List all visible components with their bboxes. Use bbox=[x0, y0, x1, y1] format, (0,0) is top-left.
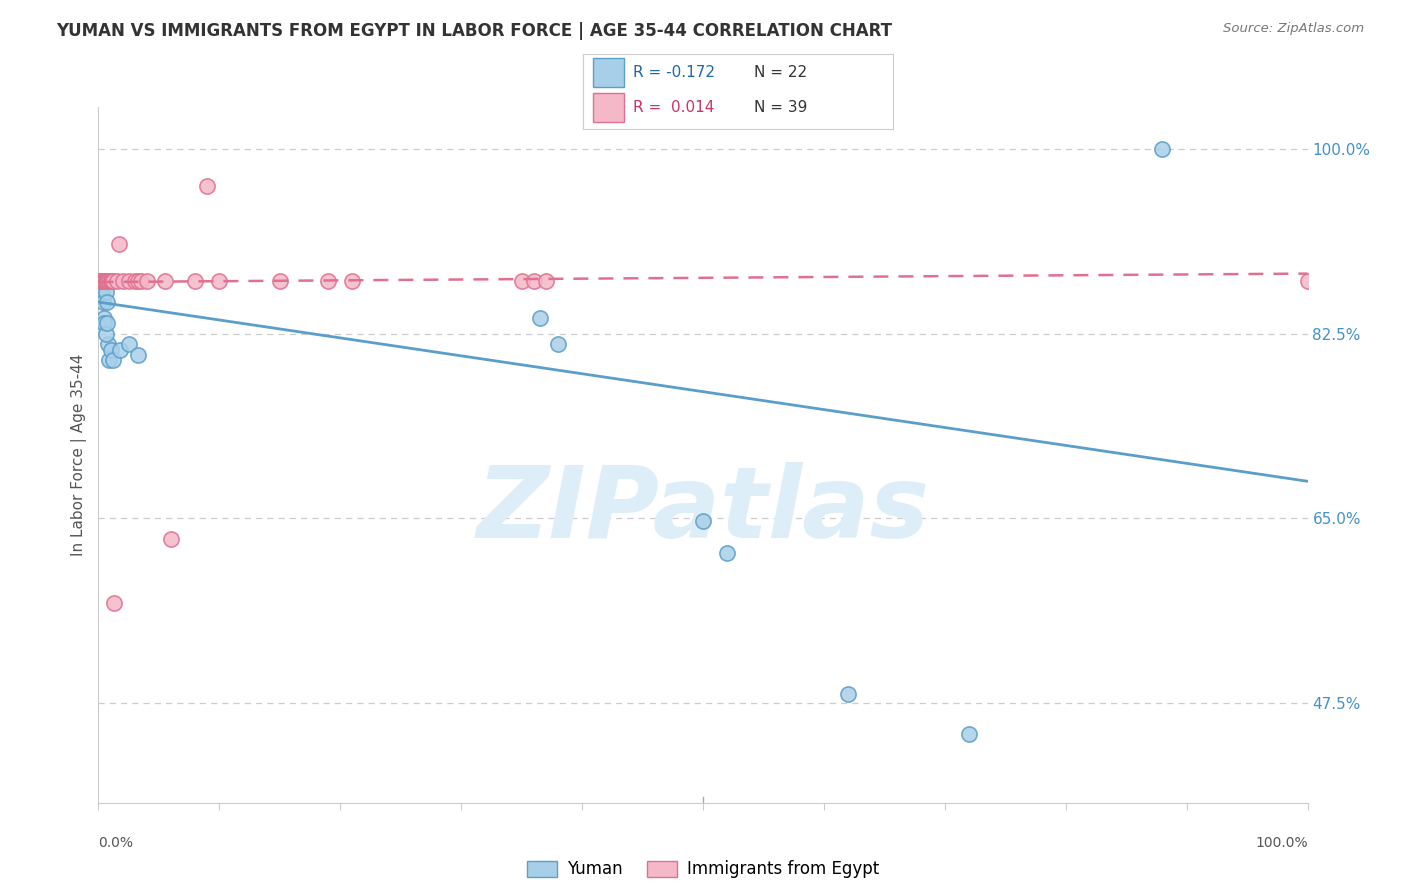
Point bbox=[93, 310, 115, 325]
Point bbox=[118, 274, 141, 288]
Point bbox=[529, 310, 551, 325]
Point bbox=[103, 595, 125, 609]
Point bbox=[547, 337, 569, 351]
Point bbox=[90, 274, 112, 288]
Point bbox=[111, 274, 134, 288]
Point bbox=[184, 274, 207, 288]
Text: R =  0.014: R = 0.014 bbox=[633, 100, 714, 115]
Point bbox=[269, 274, 291, 288]
Text: N = 22: N = 22 bbox=[754, 65, 807, 80]
Point bbox=[108, 343, 131, 357]
Point bbox=[160, 533, 183, 547]
Point bbox=[534, 274, 557, 288]
Point bbox=[91, 274, 114, 288]
Point bbox=[100, 274, 122, 288]
Point bbox=[837, 687, 859, 701]
Point bbox=[91, 295, 114, 310]
Point bbox=[91, 274, 114, 288]
Point bbox=[153, 274, 176, 288]
Point bbox=[91, 274, 114, 288]
Text: Source: ZipAtlas.com: Source: ZipAtlas.com bbox=[1223, 22, 1364, 36]
Point bbox=[94, 285, 117, 299]
Point bbox=[127, 348, 149, 362]
Point bbox=[195, 179, 218, 194]
Point bbox=[96, 274, 118, 288]
Point bbox=[100, 274, 122, 288]
Point bbox=[98, 353, 121, 368]
Point bbox=[342, 274, 364, 288]
Text: 100.0%: 100.0% bbox=[1256, 836, 1308, 850]
Point bbox=[105, 274, 128, 288]
Point bbox=[208, 274, 231, 288]
Text: ZIPatlas: ZIPatlas bbox=[477, 462, 929, 559]
Point bbox=[108, 237, 131, 252]
Point bbox=[97, 274, 120, 288]
Point bbox=[129, 274, 152, 288]
Point bbox=[127, 274, 149, 288]
Point bbox=[1296, 274, 1319, 288]
Point bbox=[97, 337, 120, 351]
Point bbox=[89, 274, 111, 288]
Text: R = -0.172: R = -0.172 bbox=[633, 65, 716, 80]
Point bbox=[1152, 142, 1174, 156]
Point bbox=[96, 295, 118, 310]
Point bbox=[91, 285, 114, 299]
Point bbox=[510, 274, 533, 288]
Bar bbox=[593, 93, 624, 122]
Point bbox=[94, 326, 117, 341]
Point bbox=[96, 274, 118, 288]
Bar bbox=[593, 58, 624, 87]
Point bbox=[94, 274, 117, 288]
Y-axis label: In Labor Force | Age 35-44: In Labor Force | Age 35-44 bbox=[72, 354, 87, 556]
Point bbox=[93, 316, 115, 330]
Point bbox=[135, 274, 157, 288]
Point bbox=[100, 343, 122, 357]
Point bbox=[93, 274, 115, 288]
Point bbox=[96, 316, 118, 330]
Point bbox=[91, 274, 114, 288]
Point bbox=[94, 274, 117, 288]
Point bbox=[316, 274, 339, 288]
Point bbox=[716, 546, 738, 560]
Point bbox=[100, 274, 122, 288]
Point bbox=[118, 337, 141, 351]
Point bbox=[523, 274, 546, 288]
Point bbox=[101, 274, 124, 288]
Point bbox=[692, 514, 714, 528]
Point bbox=[124, 274, 146, 288]
Text: N = 39: N = 39 bbox=[754, 100, 807, 115]
Point bbox=[957, 727, 980, 741]
Text: YUMAN VS IMMIGRANTS FROM EGYPT IN LABOR FORCE | AGE 35-44 CORRELATION CHART: YUMAN VS IMMIGRANTS FROM EGYPT IN LABOR … bbox=[56, 22, 893, 40]
Text: 0.0%: 0.0% bbox=[98, 836, 134, 850]
Point bbox=[101, 353, 124, 368]
Point bbox=[93, 274, 115, 288]
Point bbox=[98, 274, 121, 288]
Legend: Yuman, Immigrants from Egypt: Yuman, Immigrants from Egypt bbox=[520, 854, 886, 885]
